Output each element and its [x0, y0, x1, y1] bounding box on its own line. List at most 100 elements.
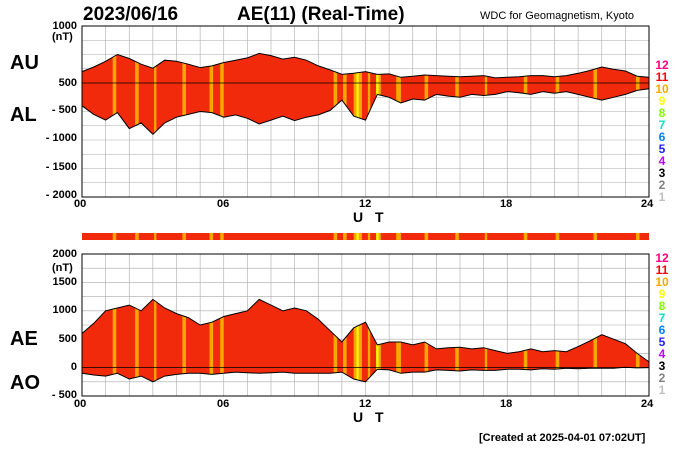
- level-label-9: 9: [658, 287, 666, 301]
- x-tick-label: 00: [74, 198, 87, 210]
- x-tick-label: 12: [359, 398, 372, 410]
- strip-band: [396, 233, 401, 240]
- strip-band: [154, 233, 157, 240]
- strip-band: [376, 233, 379, 240]
- strip-band: [112, 233, 117, 240]
- strip-band: [424, 233, 429, 240]
- x-tick-label: 06: [217, 198, 230, 210]
- level-label-4: 4: [658, 154, 666, 168]
- y-tick-label: - 2000: [45, 189, 77, 201]
- x-tick-label: 00: [74, 398, 87, 410]
- station-band: [112, 299, 117, 382]
- level-label-9: 9: [658, 94, 666, 108]
- y-tick-label: 500: [58, 77, 77, 89]
- station-band: [378, 53, 381, 135]
- station-band: [209, 299, 214, 382]
- level-label-1: 1: [658, 383, 666, 397]
- strip-band: [220, 233, 224, 240]
- level-label-10: 10: [655, 82, 669, 96]
- strip-band: [455, 233, 459, 240]
- x-tick-label: 18: [500, 198, 513, 210]
- station-band: [484, 53, 488, 135]
- unit-label-bottom: (nT): [52, 262, 73, 274]
- station-band: [182, 53, 186, 135]
- strip-band: [182, 233, 186, 240]
- plot-frame: [81, 253, 650, 397]
- station-band: [358, 299, 362, 382]
- station-band: [220, 299, 224, 382]
- strip-band: [209, 233, 214, 240]
- level-label-3: 3: [658, 166, 666, 180]
- station-band: [455, 53, 459, 135]
- level-label-4: 4: [658, 347, 666, 361]
- station-band: [376, 53, 379, 135]
- station-band: [424, 53, 429, 135]
- level-label-8: 8: [658, 106, 666, 120]
- series-line-ao: [81, 366, 650, 383]
- level-label-6: 6: [658, 130, 666, 144]
- series-line-au: [81, 52, 650, 79]
- station-band: [135, 299, 139, 382]
- level-label-5: 5: [658, 142, 666, 156]
- y-tick-label: 1000: [52, 304, 77, 316]
- al-label: AL: [10, 104, 37, 126]
- station-band: [135, 53, 139, 135]
- strip-band: [484, 233, 488, 240]
- level-label-10: 10: [655, 275, 669, 289]
- y-tick-label: 1500: [52, 276, 77, 288]
- level-label-6: 6: [658, 323, 666, 337]
- level-label-8: 8: [658, 299, 666, 313]
- level-label-2: 2: [658, 371, 666, 385]
- station-band: [209, 53, 214, 135]
- y-tick-label: - 1000: [45, 132, 77, 144]
- station-band: [343, 299, 347, 382]
- station-band: [154, 299, 157, 382]
- level-label-7: 7: [658, 311, 666, 325]
- level-label-3: 3: [658, 359, 666, 373]
- strip-band: [356, 233, 359, 240]
- station-band: [396, 53, 401, 135]
- station-band: [182, 299, 186, 382]
- station-band: [367, 299, 371, 382]
- y-tick-label: 0: [70, 361, 77, 373]
- station-band: [356, 53, 359, 135]
- strip-band: [555, 233, 560, 240]
- y-tick-label: 1000: [52, 20, 77, 32]
- station-band: [356, 299, 359, 382]
- level-label-12: 12: [655, 58, 669, 72]
- station-band: [593, 53, 598, 135]
- x-tick-label: 12: [359, 198, 372, 210]
- x-tick-label: 24: [641, 198, 654, 210]
- x-axis-label: U T: [353, 209, 388, 225]
- y-tick-label: - 1500: [45, 161, 77, 173]
- strip-band: [135, 233, 139, 240]
- level-label-11: 11: [655, 263, 669, 277]
- panel-1: [81, 253, 650, 397]
- station-band: [333, 299, 338, 382]
- created-timestamp: [Created at 2025-04-01 07:02UT]: [479, 432, 646, 444]
- source-label: WDC for Geomagnetism, Kyoto: [480, 10, 635, 22]
- station-band: [367, 53, 371, 135]
- station-band: [154, 53, 157, 135]
- station-band: [112, 53, 117, 135]
- strip-band: [343, 233, 347, 240]
- strip-band: [636, 233, 640, 240]
- level-label-12: 12: [655, 251, 669, 265]
- station-band: [333, 53, 338, 135]
- chart-date: 2023/06/16: [83, 4, 179, 25]
- station-strip: [82, 233, 649, 240]
- x-axis-label: U T: [353, 409, 388, 425]
- strip-base: [82, 233, 649, 240]
- y-tick-label: - 500: [51, 104, 77, 116]
- ae-label: AE: [10, 328, 38, 350]
- strip-band: [378, 233, 381, 240]
- level-label-7: 7: [658, 118, 666, 132]
- plot-frame: [81, 25, 650, 198]
- x-tick-label: 06: [217, 398, 230, 410]
- station-band: [358, 53, 362, 135]
- ao-label: AO: [10, 372, 40, 394]
- strip-band: [593, 233, 598, 240]
- level-label-11: 11: [655, 70, 669, 84]
- strip-band: [358, 233, 362, 240]
